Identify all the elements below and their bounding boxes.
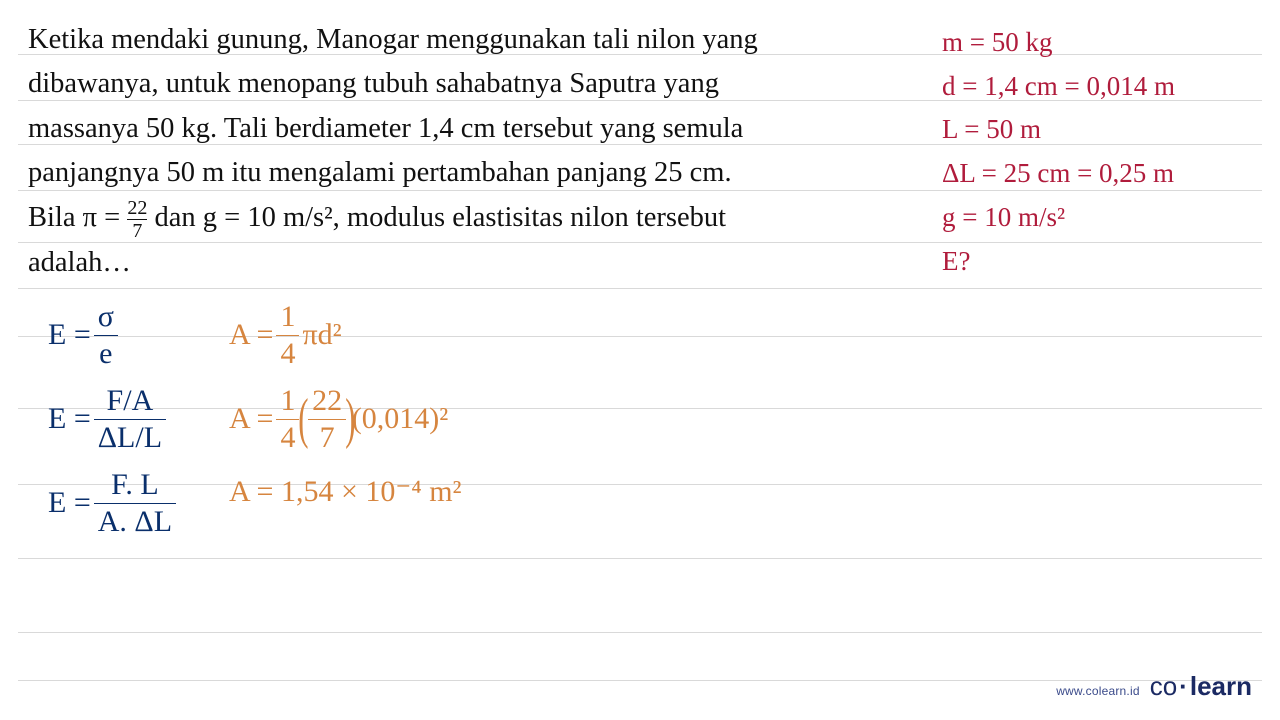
question-text: Ketika mendaki gunung, Manogar menggunak…	[28, 18, 922, 285]
q-line2: dibawanya, untuk menopang tubuh sahabatn…	[28, 68, 719, 99]
eq-E-FL-AdL: E = F. L A. ΔL	[48, 467, 179, 539]
eq-E-FA-dLL: E = F/A ΔL/L	[48, 383, 179, 455]
footer-url: www.colearn.id	[1056, 684, 1140, 698]
top-row: Ketika mendaki gunung, Manogar menggunak…	[28, 18, 1252, 285]
frac-fl-adl: F. L A. ΔL	[94, 469, 176, 538]
given-block: m = 50 kg d = 1,4 cm = 0,014 m L = 50 m …	[942, 18, 1252, 283]
work-area: E = σ e E = F/A ΔL/L E = F. L	[28, 299, 1252, 539]
q-line5a: Bila π =	[28, 202, 127, 233]
given-d: d = 1,4 cm = 0,014 m	[942, 65, 1252, 109]
q-pi-frac: 227	[127, 198, 147, 241]
given-g: g = 10 m/s²	[942, 196, 1252, 240]
q-line3: massanya 50 kg. Tali berdiameter 1,4 cm …	[28, 113, 743, 144]
q-line6: adalah…	[28, 247, 131, 278]
eq-A-result: A = 1,54 × 10⁻⁴ m²	[229, 467, 461, 515]
q-line4: panjangnya 50 m itu mengalami pertambaha…	[28, 157, 732, 188]
frac-1-4: 1 4	[276, 301, 299, 370]
q-line5b: dan g = 10 m/s², modulus elastisitas nil…	[147, 202, 726, 233]
given-L: L = 50 m	[942, 108, 1252, 152]
given-E: E?	[942, 240, 1252, 284]
frac-22-7: 22 7	[308, 385, 346, 454]
footer: www.colearn.id co·learn	[1056, 671, 1252, 702]
rparen-icon: )	[345, 394, 355, 444]
column-E: E = σ e E = F/A ΔL/L E = F. L	[48, 299, 179, 539]
footer-brand: co·learn	[1150, 671, 1252, 702]
eq-A-numeric: A = 1 4 ( 22 7 ) (0,014)²	[229, 383, 461, 455]
given-m: m = 50 kg	[942, 21, 1252, 65]
q-line1: Ketika mendaki gunung, Manogar menggunak…	[28, 24, 758, 55]
frac-1-4b: 1 4	[276, 385, 299, 454]
frac-sigma-e: σ e	[94, 301, 118, 370]
frac-fa-dll: F/A ΔL/L	[94, 385, 166, 454]
eq-E-sigma-e: E = σ e	[48, 299, 179, 371]
given-dL: ΔL = 25 cm = 0,25 m	[942, 152, 1252, 196]
column-A: A = 1 4 πd² A = 1 4 ( 22	[229, 299, 461, 539]
eq-A-pid2: A = 1 4 πd²	[229, 299, 461, 371]
page: Ketika mendaki gunung, Manogar menggunak…	[0, 0, 1280, 720]
lparen-icon: (	[299, 394, 309, 444]
